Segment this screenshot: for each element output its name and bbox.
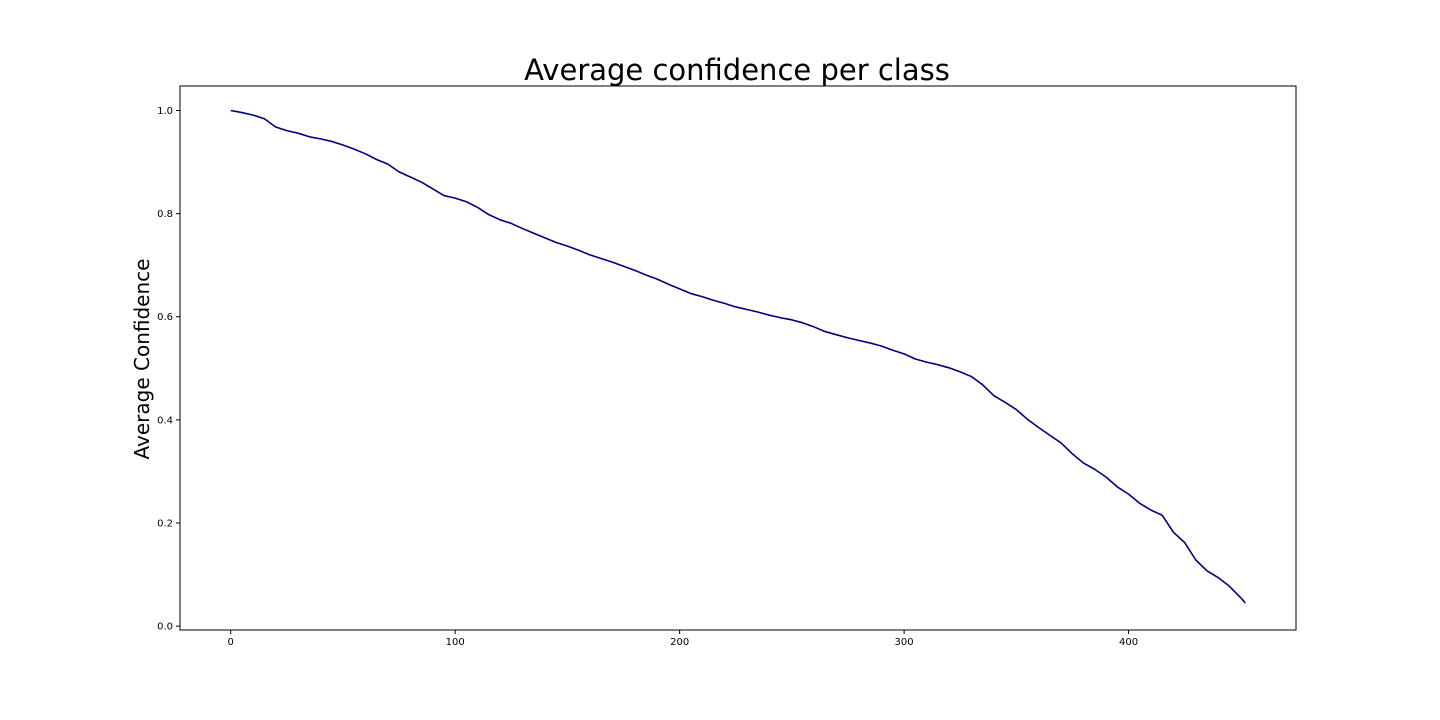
x-tick-label: 0	[228, 637, 234, 648]
x-tick-label: 200	[670, 637, 689, 648]
y-axis-label: Average Confidence	[130, 259, 154, 460]
y-tick-label: 1.0	[157, 106, 173, 117]
x-axis: 0 100 200 300 400	[228, 630, 1138, 648]
x-tick-label: 300	[895, 637, 914, 648]
plot-area: 0 100 200 300 400 0.0 0.2 0.4 0.6 0.8 1.0	[157, 85, 1297, 648]
y-axis: 0.0 0.2 0.4 0.6 0.8 1.0	[157, 106, 180, 633]
y-tick-label: 0.4	[157, 415, 173, 426]
axes-frame	[179, 85, 1297, 631]
y-tick-label: 0.6	[157, 312, 173, 323]
x-tick-label: 100	[446, 637, 465, 648]
series-line	[230, 109, 1246, 604]
y-tick-label: 0.8	[157, 209, 173, 220]
y-tick-label: 0.0	[157, 622, 173, 633]
chart-title: Average confidence per class	[524, 53, 950, 87]
y-tick-label: 0.2	[157, 519, 173, 530]
x-tick-label: 400	[1119, 637, 1138, 648]
